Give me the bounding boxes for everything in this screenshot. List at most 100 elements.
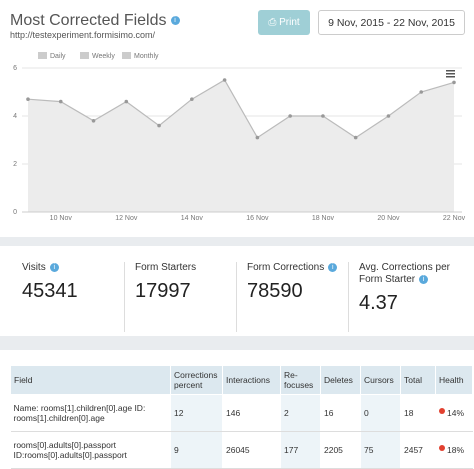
table-cell: 2205 bbox=[320, 431, 361, 469]
cell-text: 0 bbox=[364, 408, 369, 418]
column-header[interactable]: Cursors bbox=[360, 365, 401, 395]
stat-label: Visits i bbox=[22, 262, 124, 274]
stat-value: 78590 bbox=[247, 280, 303, 302]
menu-icon bbox=[446, 70, 455, 72]
print-button[interactable]: ⎙ Print bbox=[258, 10, 310, 35]
cell-text: 2 bbox=[284, 408, 289, 418]
fields-table: Field Corrections percent Interactions Re-f… bbox=[10, 365, 473, 469]
stat-label: Form Starters bbox=[135, 262, 236, 274]
x-tick-label: 16 Nov bbox=[246, 215, 269, 222]
cell-text: 9 bbox=[174, 445, 179, 455]
table-cell: 18% bbox=[435, 431, 473, 469]
stat-box: Form Corrections i 78590 bbox=[236, 262, 348, 332]
table-cell: rooms[0].adults[0].passport ID:rooms[0].… bbox=[10, 431, 171, 469]
table-cell: 16 bbox=[320, 394, 361, 432]
range-swatch bbox=[80, 52, 89, 59]
info-icon[interactable]: i bbox=[328, 262, 338, 272]
separator bbox=[0, 237, 474, 246]
page-title: Most Corrected Fields i bbox=[10, 12, 180, 30]
health-dot bbox=[439, 445, 445, 451]
info-icon[interactable]: i bbox=[419, 274, 429, 284]
stat-box: Visits i 45341 bbox=[12, 262, 124, 332]
health-dot bbox=[439, 408, 445, 414]
point bbox=[452, 80, 456, 85]
table-cell: 18 bbox=[400, 394, 436, 432]
stat-label-text: Avg. Corrections per Form Starter bbox=[359, 262, 450, 285]
stat-value: 17997 bbox=[135, 280, 191, 302]
x-tick-label: 10 Nov bbox=[50, 215, 73, 222]
point bbox=[353, 135, 358, 140]
cell-text: 177 bbox=[284, 445, 299, 455]
stat-label: Avg. Corrections per Form Starter i bbox=[359, 262, 460, 286]
column-header[interactable]: Re-focuses bbox=[280, 365, 321, 395]
table-cell: 146 bbox=[222, 394, 281, 432]
range-option[interactable]: Weekly bbox=[92, 53, 115, 60]
point bbox=[124, 99, 129, 104]
cell-text: 2457 bbox=[404, 445, 423, 455]
column-header[interactable]: Total bbox=[400, 365, 436, 395]
table-row: Name: rooms[1].children[0].age ID: rooms… bbox=[10, 394, 473, 432]
stat-value: 45341 bbox=[22, 280, 78, 302]
info-icon[interactable]: i bbox=[170, 16, 180, 26]
stat-label-text: Visits bbox=[22, 262, 46, 273]
y-tick-label: 6 bbox=[13, 65, 17, 72]
cell-text: 26045 bbox=[226, 445, 250, 455]
info-icon[interactable]: i bbox=[49, 262, 59, 272]
cell-text: 2205 bbox=[324, 445, 343, 455]
cell-text: 14% bbox=[447, 408, 465, 418]
range-option[interactable]: Daily bbox=[50, 53, 66, 60]
column-header[interactable]: Health bbox=[435, 365, 473, 395]
point bbox=[288, 114, 292, 118]
x-tick-label: 22 Nov bbox=[443, 215, 466, 222]
table-cell: 177 bbox=[280, 431, 321, 469]
stat-box: Avg. Corrections per Form Starter i 4.37 bbox=[348, 262, 460, 332]
table-cell: 2457 bbox=[400, 431, 436, 469]
cell-text: 18% bbox=[447, 445, 465, 455]
stat-label-text: Form Starters bbox=[135, 262, 197, 273]
point bbox=[157, 123, 161, 128]
column-header[interactable]: Corrections percent bbox=[170, 365, 223, 395]
point bbox=[222, 78, 227, 82]
table-cell: 0 bbox=[360, 394, 401, 432]
column-header[interactable]: Field bbox=[10, 365, 171, 395]
table-row: rooms[0].adults[0].passport ID:rooms[0].… bbox=[10, 431, 473, 469]
separator bbox=[0, 336, 474, 350]
date-range[interactable]: 9 Nov, 2015 - 22 Nov, 2015 bbox=[318, 10, 465, 35]
point bbox=[190, 97, 194, 101]
menu-icon bbox=[446, 76, 455, 78]
table-cell: 9 bbox=[170, 431, 223, 469]
stat-box: Form Starters 17997 bbox=[124, 262, 236, 332]
point bbox=[321, 114, 325, 118]
y-tick-label: 2 bbox=[13, 161, 17, 168]
column-header[interactable]: Interactions bbox=[222, 365, 281, 395]
point bbox=[386, 114, 391, 118]
menu-icon bbox=[446, 73, 455, 75]
title-text: Most Corrected Fields bbox=[10, 12, 167, 29]
area bbox=[28, 80, 454, 212]
table-cell: Name: rooms[1].children[0].age ID: rooms… bbox=[10, 394, 171, 432]
print-label: Print bbox=[279, 17, 300, 28]
range-swatch bbox=[38, 52, 47, 59]
cell-text: Name: rooms[1].children[0].age ID: rooms… bbox=[13, 403, 146, 423]
cell-text: 146 bbox=[226, 408, 241, 418]
stat-value: 4.37 bbox=[359, 292, 398, 314]
column-header[interactable]: Deletes bbox=[320, 365, 361, 395]
x-tick-label: 18 Nov bbox=[312, 215, 335, 222]
point bbox=[26, 97, 30, 101]
x-tick-label: 20 Nov bbox=[377, 215, 400, 222]
x-tick-label: 14 Nov bbox=[181, 215, 204, 222]
point bbox=[58, 99, 63, 104]
point bbox=[91, 119, 96, 123]
range-option[interactable]: Monthly bbox=[134, 53, 159, 60]
line bbox=[27, 79, 455, 139]
point bbox=[419, 90, 424, 94]
cell-text: 16 bbox=[324, 408, 334, 418]
cell-text: 12 bbox=[174, 408, 184, 418]
table-cell: 75 bbox=[360, 431, 401, 469]
stat-label-text: Form Corrections bbox=[247, 262, 325, 273]
y-tick-label: 4 bbox=[13, 113, 17, 120]
cell-text: 75 bbox=[364, 445, 374, 455]
url: http://testexperiment.formisimo.com/ bbox=[10, 30, 156, 40]
table-cell: 14% bbox=[435, 394, 473, 432]
